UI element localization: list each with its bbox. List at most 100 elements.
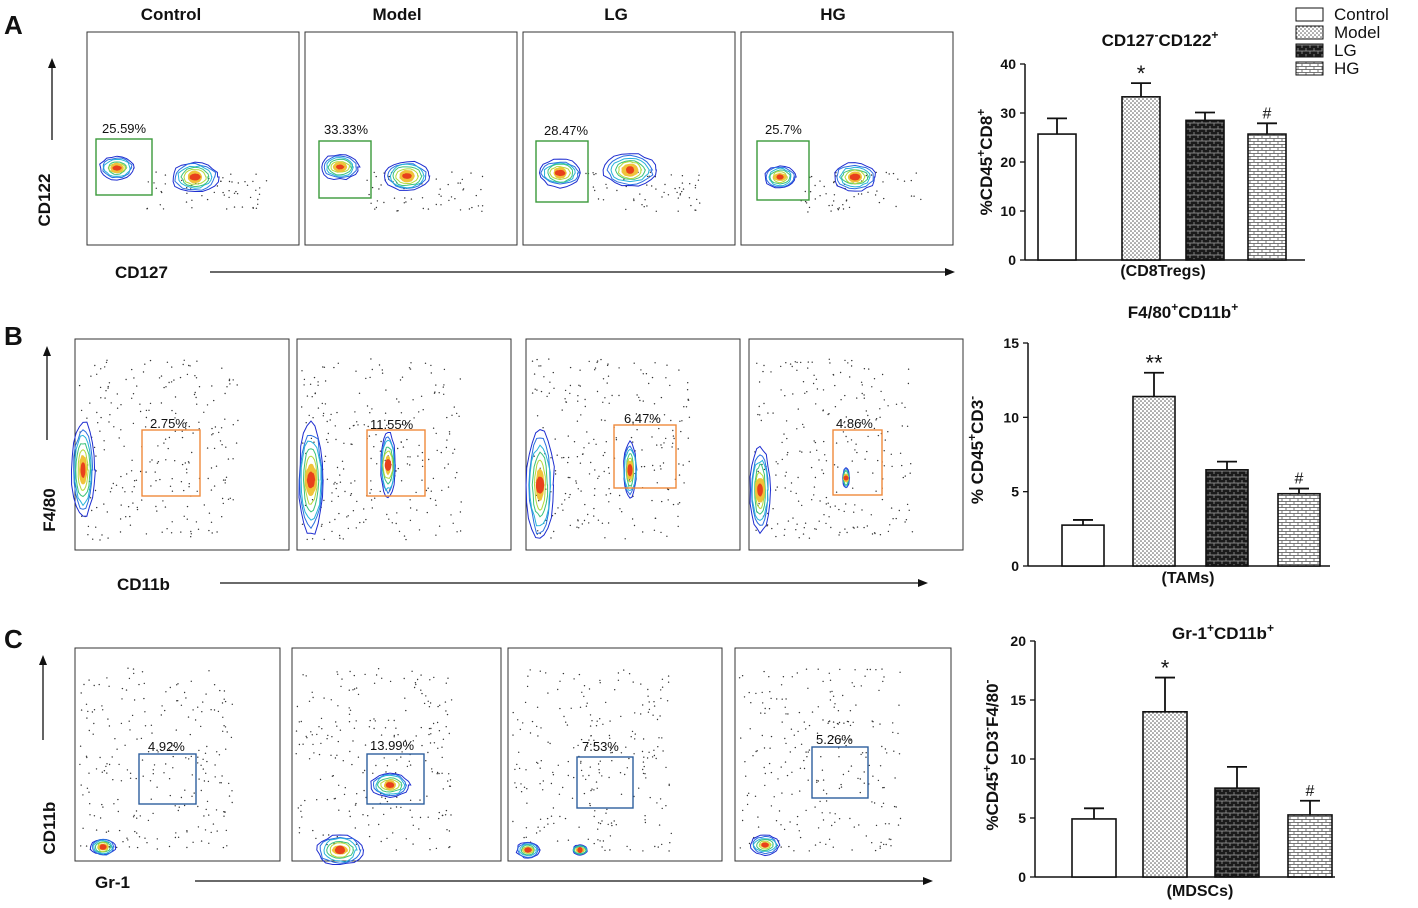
event-dot [430, 490, 432, 492]
bar-lg [1185, 119, 1225, 261]
event-dot [827, 722, 829, 724]
event-dot [514, 782, 516, 784]
event-dot [147, 181, 149, 183]
event-dot [326, 798, 329, 801]
event-dot [874, 194, 877, 196]
event-dot [844, 421, 846, 423]
event-dot [298, 827, 301, 829]
event-dot [537, 530, 539, 532]
event-dot [594, 367, 597, 369]
event-dot [217, 710, 220, 713]
event-dot [834, 384, 836, 387]
event-dot [396, 796, 398, 798]
gate-box [613, 424, 677, 489]
event-dot [564, 398, 566, 400]
event-dot [517, 719, 519, 721]
event-dot [190, 680, 192, 682]
event-dot [656, 802, 658, 804]
event-dot [431, 771, 433, 773]
event-dot [419, 816, 422, 819]
event-dot [152, 773, 154, 775]
density-contour [752, 838, 778, 852]
event-dot [842, 208, 845, 210]
label-superscript: + [1267, 621, 1274, 635]
event-dot [411, 670, 413, 672]
event-dot [882, 181, 884, 183]
event-dot [185, 697, 187, 699]
event-dot [852, 526, 854, 528]
event-dot [514, 768, 516, 771]
event-dot [551, 515, 554, 517]
event-dot [595, 725, 598, 727]
event-dot [784, 475, 786, 477]
event-dot [191, 774, 193, 776]
event-dot [369, 719, 371, 722]
event-dot [525, 827, 528, 829]
flow-plot-lg: 7.53% [507, 647, 723, 862]
event-dot [813, 374, 815, 376]
event-dot [624, 538, 626, 540]
event-dot [569, 384, 572, 387]
event-dot [875, 824, 878, 827]
event-dot [306, 395, 309, 397]
event-dot [646, 205, 648, 207]
event-dot [527, 675, 529, 677]
density-contour [776, 174, 784, 180]
event-dot [679, 420, 681, 422]
event-dot [892, 731, 894, 734]
event-dot [459, 530, 462, 532]
event-dot [613, 820, 615, 822]
event-dot [893, 805, 896, 808]
event-dot [139, 403, 141, 405]
event-dot [863, 394, 865, 396]
event-dot [430, 733, 432, 735]
event-dot [587, 513, 589, 516]
event-dot [421, 692, 423, 695]
panel-letter-C: C [4, 624, 23, 654]
event-dot [437, 747, 439, 749]
event-dot [130, 470, 133, 472]
event-dot [222, 716, 224, 718]
event-dot [760, 419, 762, 422]
event-dot [327, 441, 329, 443]
event-dot [441, 814, 444, 817]
event-dot [311, 396, 313, 398]
event-dot [94, 489, 97, 492]
event-dot [828, 672, 830, 674]
event-dot [625, 746, 627, 748]
event-dot [668, 783, 670, 785]
event-dot [828, 204, 830, 207]
event-dot [677, 210, 679, 212]
event-dot [769, 747, 771, 749]
event-dot [388, 175, 391, 178]
event-dot [632, 441, 634, 443]
legend-swatch [1295, 61, 1324, 76]
event-dot [605, 494, 607, 496]
event-dot [158, 377, 161, 379]
event-dot [855, 704, 857, 706]
event-dot [536, 725, 538, 728]
event-dot [202, 701, 204, 703]
label-part: F4/80 [1128, 303, 1171, 322]
event-dot [827, 502, 829, 504]
event-dot [298, 721, 300, 723]
density-contour [617, 160, 643, 180]
event-dot [424, 362, 427, 364]
event-dot [599, 840, 601, 842]
event-dot [825, 460, 828, 462]
event-dot [349, 670, 351, 673]
event-dot [191, 795, 193, 797]
event-dot [607, 823, 609, 826]
event-dot [665, 805, 667, 807]
event-dot [198, 386, 201, 388]
event-dot [739, 847, 741, 849]
event-dot [667, 194, 670, 196]
event-dot [349, 494, 352, 496]
event-dot [761, 734, 763, 737]
event-dot [883, 399, 885, 401]
y-tick-label: 0 [1018, 869, 1026, 885]
event-dot [583, 685, 586, 687]
event-dot [187, 461, 190, 463]
event-dot [822, 389, 825, 391]
